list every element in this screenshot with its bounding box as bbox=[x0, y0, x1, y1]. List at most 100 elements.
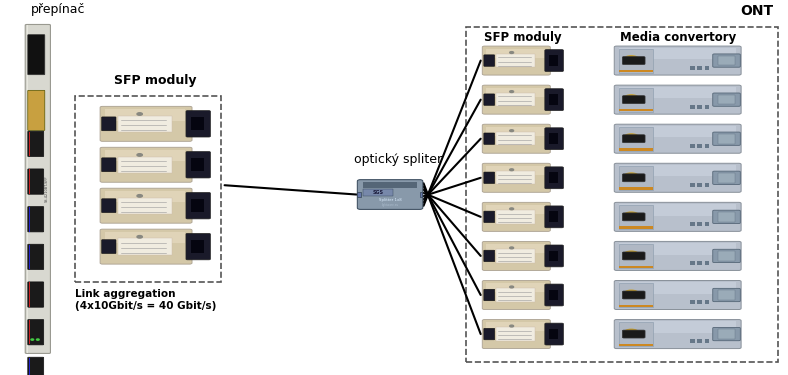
Bar bbox=[28, 282, 30, 307]
Bar bbox=[619, 126, 736, 137]
Text: SFP moduly: SFP moduly bbox=[113, 74, 196, 87]
Bar bbox=[619, 282, 736, 294]
Circle shape bbox=[510, 169, 514, 171]
Circle shape bbox=[510, 208, 514, 210]
FancyBboxPatch shape bbox=[28, 131, 43, 157]
Bar bbox=[486, 88, 545, 97]
Bar bbox=[105, 191, 185, 202]
Circle shape bbox=[624, 56, 638, 63]
Bar bbox=[619, 188, 653, 190]
Text: ONT: ONT bbox=[741, 4, 774, 18]
Bar bbox=[690, 222, 695, 226]
Bar bbox=[619, 322, 653, 346]
FancyBboxPatch shape bbox=[545, 323, 563, 345]
FancyBboxPatch shape bbox=[28, 244, 43, 270]
Circle shape bbox=[137, 236, 143, 238]
FancyBboxPatch shape bbox=[102, 199, 116, 213]
FancyBboxPatch shape bbox=[25, 24, 50, 353]
Bar bbox=[619, 48, 653, 73]
FancyBboxPatch shape bbox=[614, 46, 741, 75]
FancyBboxPatch shape bbox=[100, 106, 192, 141]
Bar bbox=[704, 339, 709, 344]
Circle shape bbox=[31, 339, 34, 340]
Bar bbox=[118, 238, 172, 255]
Bar bbox=[548, 55, 558, 66]
Bar bbox=[619, 109, 653, 111]
Bar bbox=[619, 244, 653, 268]
Bar bbox=[619, 87, 736, 98]
Bar bbox=[486, 48, 545, 58]
FancyBboxPatch shape bbox=[623, 330, 645, 338]
Bar bbox=[619, 321, 736, 333]
Circle shape bbox=[510, 325, 514, 327]
Bar bbox=[704, 261, 709, 265]
FancyBboxPatch shape bbox=[100, 188, 192, 223]
Bar bbox=[718, 134, 735, 144]
Bar bbox=[697, 183, 702, 187]
Bar bbox=[496, 288, 535, 302]
Circle shape bbox=[624, 290, 638, 297]
Bar bbox=[619, 70, 653, 72]
Circle shape bbox=[624, 95, 638, 102]
Bar bbox=[28, 169, 30, 194]
Bar bbox=[619, 205, 653, 229]
Text: SGS: SGS bbox=[373, 190, 384, 195]
Bar bbox=[704, 222, 709, 226]
Bar bbox=[496, 54, 535, 67]
Bar bbox=[718, 290, 735, 300]
Circle shape bbox=[510, 286, 514, 288]
FancyBboxPatch shape bbox=[545, 50, 563, 72]
FancyBboxPatch shape bbox=[545, 284, 563, 306]
Bar bbox=[118, 157, 172, 173]
Bar bbox=[28, 358, 30, 375]
Bar bbox=[619, 243, 736, 255]
FancyBboxPatch shape bbox=[482, 320, 550, 349]
FancyBboxPatch shape bbox=[484, 289, 495, 301]
Bar bbox=[704, 300, 709, 304]
Bar bbox=[697, 339, 702, 344]
Text: optický spliter: optický spliter bbox=[354, 153, 442, 165]
FancyBboxPatch shape bbox=[614, 242, 741, 270]
Bar bbox=[486, 127, 545, 136]
Bar bbox=[619, 166, 653, 190]
FancyBboxPatch shape bbox=[614, 280, 741, 309]
FancyBboxPatch shape bbox=[614, 163, 741, 192]
Circle shape bbox=[624, 134, 638, 141]
Circle shape bbox=[624, 173, 638, 180]
Bar bbox=[704, 105, 709, 109]
Bar bbox=[697, 144, 702, 148]
FancyBboxPatch shape bbox=[712, 210, 741, 224]
Bar bbox=[690, 300, 695, 304]
FancyBboxPatch shape bbox=[545, 167, 563, 189]
FancyBboxPatch shape bbox=[623, 252, 645, 260]
FancyBboxPatch shape bbox=[100, 229, 192, 264]
Bar bbox=[697, 66, 702, 70]
Bar bbox=[75, 96, 221, 282]
FancyBboxPatch shape bbox=[186, 192, 210, 219]
Bar bbox=[619, 344, 653, 346]
FancyBboxPatch shape bbox=[28, 90, 45, 130]
FancyBboxPatch shape bbox=[357, 180, 422, 209]
FancyBboxPatch shape bbox=[28, 207, 43, 232]
Bar bbox=[718, 95, 735, 105]
Bar bbox=[690, 183, 695, 187]
Circle shape bbox=[624, 212, 638, 219]
FancyBboxPatch shape bbox=[482, 280, 550, 309]
Bar bbox=[690, 105, 695, 109]
FancyBboxPatch shape bbox=[545, 206, 563, 228]
Bar bbox=[28, 132, 30, 156]
FancyBboxPatch shape bbox=[623, 213, 645, 221]
Bar bbox=[105, 109, 185, 120]
Bar bbox=[486, 166, 545, 175]
Bar bbox=[619, 48, 736, 59]
Bar bbox=[28, 320, 30, 345]
FancyBboxPatch shape bbox=[712, 327, 741, 341]
Text: přepínač: přepínač bbox=[32, 3, 86, 16]
FancyBboxPatch shape bbox=[614, 202, 741, 231]
Bar bbox=[548, 251, 558, 261]
FancyBboxPatch shape bbox=[712, 288, 741, 302]
Bar bbox=[486, 283, 545, 292]
Text: SFP moduly: SFP moduly bbox=[485, 31, 562, 44]
FancyBboxPatch shape bbox=[28, 34, 45, 75]
Bar bbox=[548, 329, 558, 339]
